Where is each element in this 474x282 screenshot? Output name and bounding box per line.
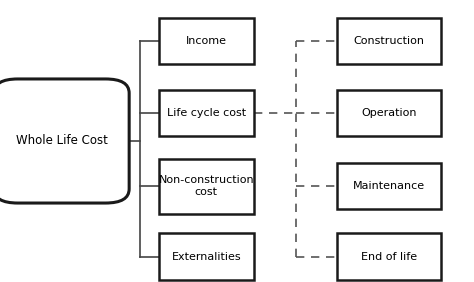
FancyBboxPatch shape: [159, 233, 254, 280]
FancyBboxPatch shape: [337, 163, 441, 209]
FancyBboxPatch shape: [159, 17, 254, 64]
FancyBboxPatch shape: [337, 90, 441, 136]
Text: Construction: Construction: [353, 36, 424, 46]
FancyBboxPatch shape: [0, 79, 129, 203]
Text: Operation: Operation: [361, 108, 417, 118]
Text: Non-construction
cost: Non-construction cost: [158, 175, 254, 197]
Text: Externalities: Externalities: [172, 252, 241, 262]
Text: Income: Income: [186, 36, 227, 46]
FancyBboxPatch shape: [337, 233, 441, 280]
FancyBboxPatch shape: [337, 17, 441, 64]
Text: Maintenance: Maintenance: [353, 181, 425, 191]
Text: Whole Life Cost: Whole Life Cost: [16, 135, 108, 147]
Text: End of life: End of life: [361, 252, 417, 262]
FancyBboxPatch shape: [159, 158, 254, 214]
FancyBboxPatch shape: [159, 90, 254, 136]
Text: Life cycle cost: Life cycle cost: [167, 108, 246, 118]
